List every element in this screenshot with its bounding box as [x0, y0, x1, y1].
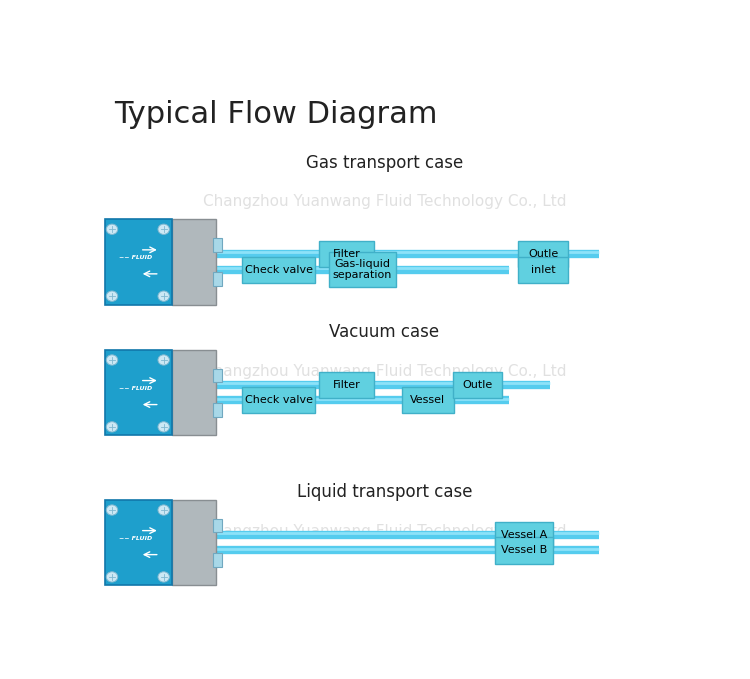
Bar: [402, 387, 454, 414]
Text: Changzhou Yuanwang Fluid Technology Co., Ltd: Changzhou Yuanwang Fluid Technology Co.,…: [202, 194, 566, 209]
Bar: [213, 238, 221, 251]
Text: Check valve: Check valve: [244, 265, 313, 275]
Circle shape: [158, 291, 170, 301]
Text: Outle: Outle: [462, 380, 493, 390]
Circle shape: [106, 224, 118, 234]
Text: Filter: Filter: [333, 380, 361, 390]
Circle shape: [106, 505, 118, 515]
Circle shape: [106, 422, 118, 432]
Bar: [242, 387, 315, 414]
Bar: [328, 252, 396, 287]
Circle shape: [158, 505, 170, 515]
Bar: [453, 371, 502, 398]
Bar: [172, 219, 216, 305]
Circle shape: [158, 224, 170, 234]
Bar: [495, 521, 553, 548]
Text: Vessel B: Vessel B: [501, 545, 547, 555]
Bar: [105, 219, 172, 305]
Text: Check valve: Check valve: [244, 395, 313, 405]
Bar: [319, 371, 374, 398]
Text: Gas transport case: Gas transport case: [306, 153, 463, 172]
Circle shape: [158, 422, 170, 432]
Text: Changzhou Yuanwang Fluid Technology Co., Ltd: Changzhou Yuanwang Fluid Technology Co.,…: [202, 364, 566, 379]
Bar: [172, 350, 216, 435]
Bar: [213, 403, 221, 417]
Bar: [105, 350, 172, 435]
Bar: [213, 519, 221, 532]
Bar: [213, 553, 221, 566]
Text: Vessel A: Vessel A: [501, 530, 547, 540]
Bar: [495, 537, 553, 564]
Circle shape: [158, 355, 170, 365]
Text: Gas-liquid
separation: Gas-liquid separation: [332, 259, 392, 280]
Bar: [518, 257, 568, 282]
Bar: [213, 272, 221, 286]
Text: Changzhou Yuanwang Fluid Technology Co., Ltd: Changzhou Yuanwang Fluid Technology Co.,…: [202, 524, 566, 538]
Circle shape: [158, 572, 170, 582]
Bar: [518, 241, 568, 267]
Bar: [242, 257, 315, 282]
Text: Vacuum case: Vacuum case: [329, 323, 440, 342]
Circle shape: [106, 291, 118, 301]
Text: Filter: Filter: [333, 249, 361, 259]
Text: ~~ FLUID: ~~ FLUID: [118, 536, 152, 541]
Text: Outle: Outle: [528, 249, 558, 259]
Bar: [105, 500, 172, 585]
Bar: [319, 241, 374, 267]
Text: ~~ FLUID: ~~ FLUID: [118, 386, 152, 391]
Text: Liquid transport case: Liquid transport case: [296, 483, 472, 501]
Bar: [172, 500, 216, 585]
Text: inlet: inlet: [531, 265, 555, 275]
Text: ~~ FLUID: ~~ FLUID: [118, 255, 152, 260]
Text: Typical Flow Diagram: Typical Flow Diagram: [114, 100, 437, 129]
Circle shape: [106, 572, 118, 582]
Bar: [213, 369, 221, 382]
Text: Vessel: Vessel: [410, 395, 446, 405]
Circle shape: [106, 355, 118, 365]
